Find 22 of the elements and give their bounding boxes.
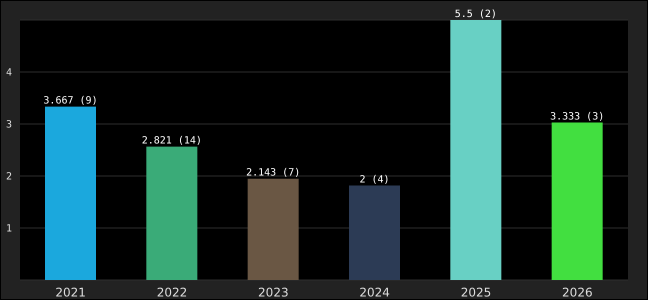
y-tick-label: 3: [6, 120, 12, 131]
bar: [45, 106, 96, 280]
x-tick-label: 2021: [55, 286, 86, 300]
data-label: 5.5 (2): [454, 9, 497, 20]
data-label: 3.667 (9): [43, 96, 98, 107]
data-label: 2.143 (7): [246, 168, 300, 179]
bar: [146, 146, 198, 280]
data-label: 2.821 (14): [142, 136, 202, 147]
y-tick-label: 4: [6, 68, 12, 79]
bar: [552, 122, 603, 280]
y-tick-label: 1: [6, 224, 12, 235]
bar: [349, 185, 400, 280]
x-tick-label: 2023: [258, 286, 289, 300]
bar: [248, 178, 299, 280]
x-tick-label: 2022: [156, 286, 188, 300]
y-tick-label: 2: [6, 172, 12, 183]
x-tick-label: 2024: [359, 286, 390, 300]
data-label: 3.333 (3): [550, 111, 604, 122]
x-tick-label: 2025: [460, 286, 492, 300]
data-label: 2 (4): [359, 174, 390, 186]
bar: [450, 20, 502, 280]
x-tick-label: 2026: [562, 286, 593, 300]
